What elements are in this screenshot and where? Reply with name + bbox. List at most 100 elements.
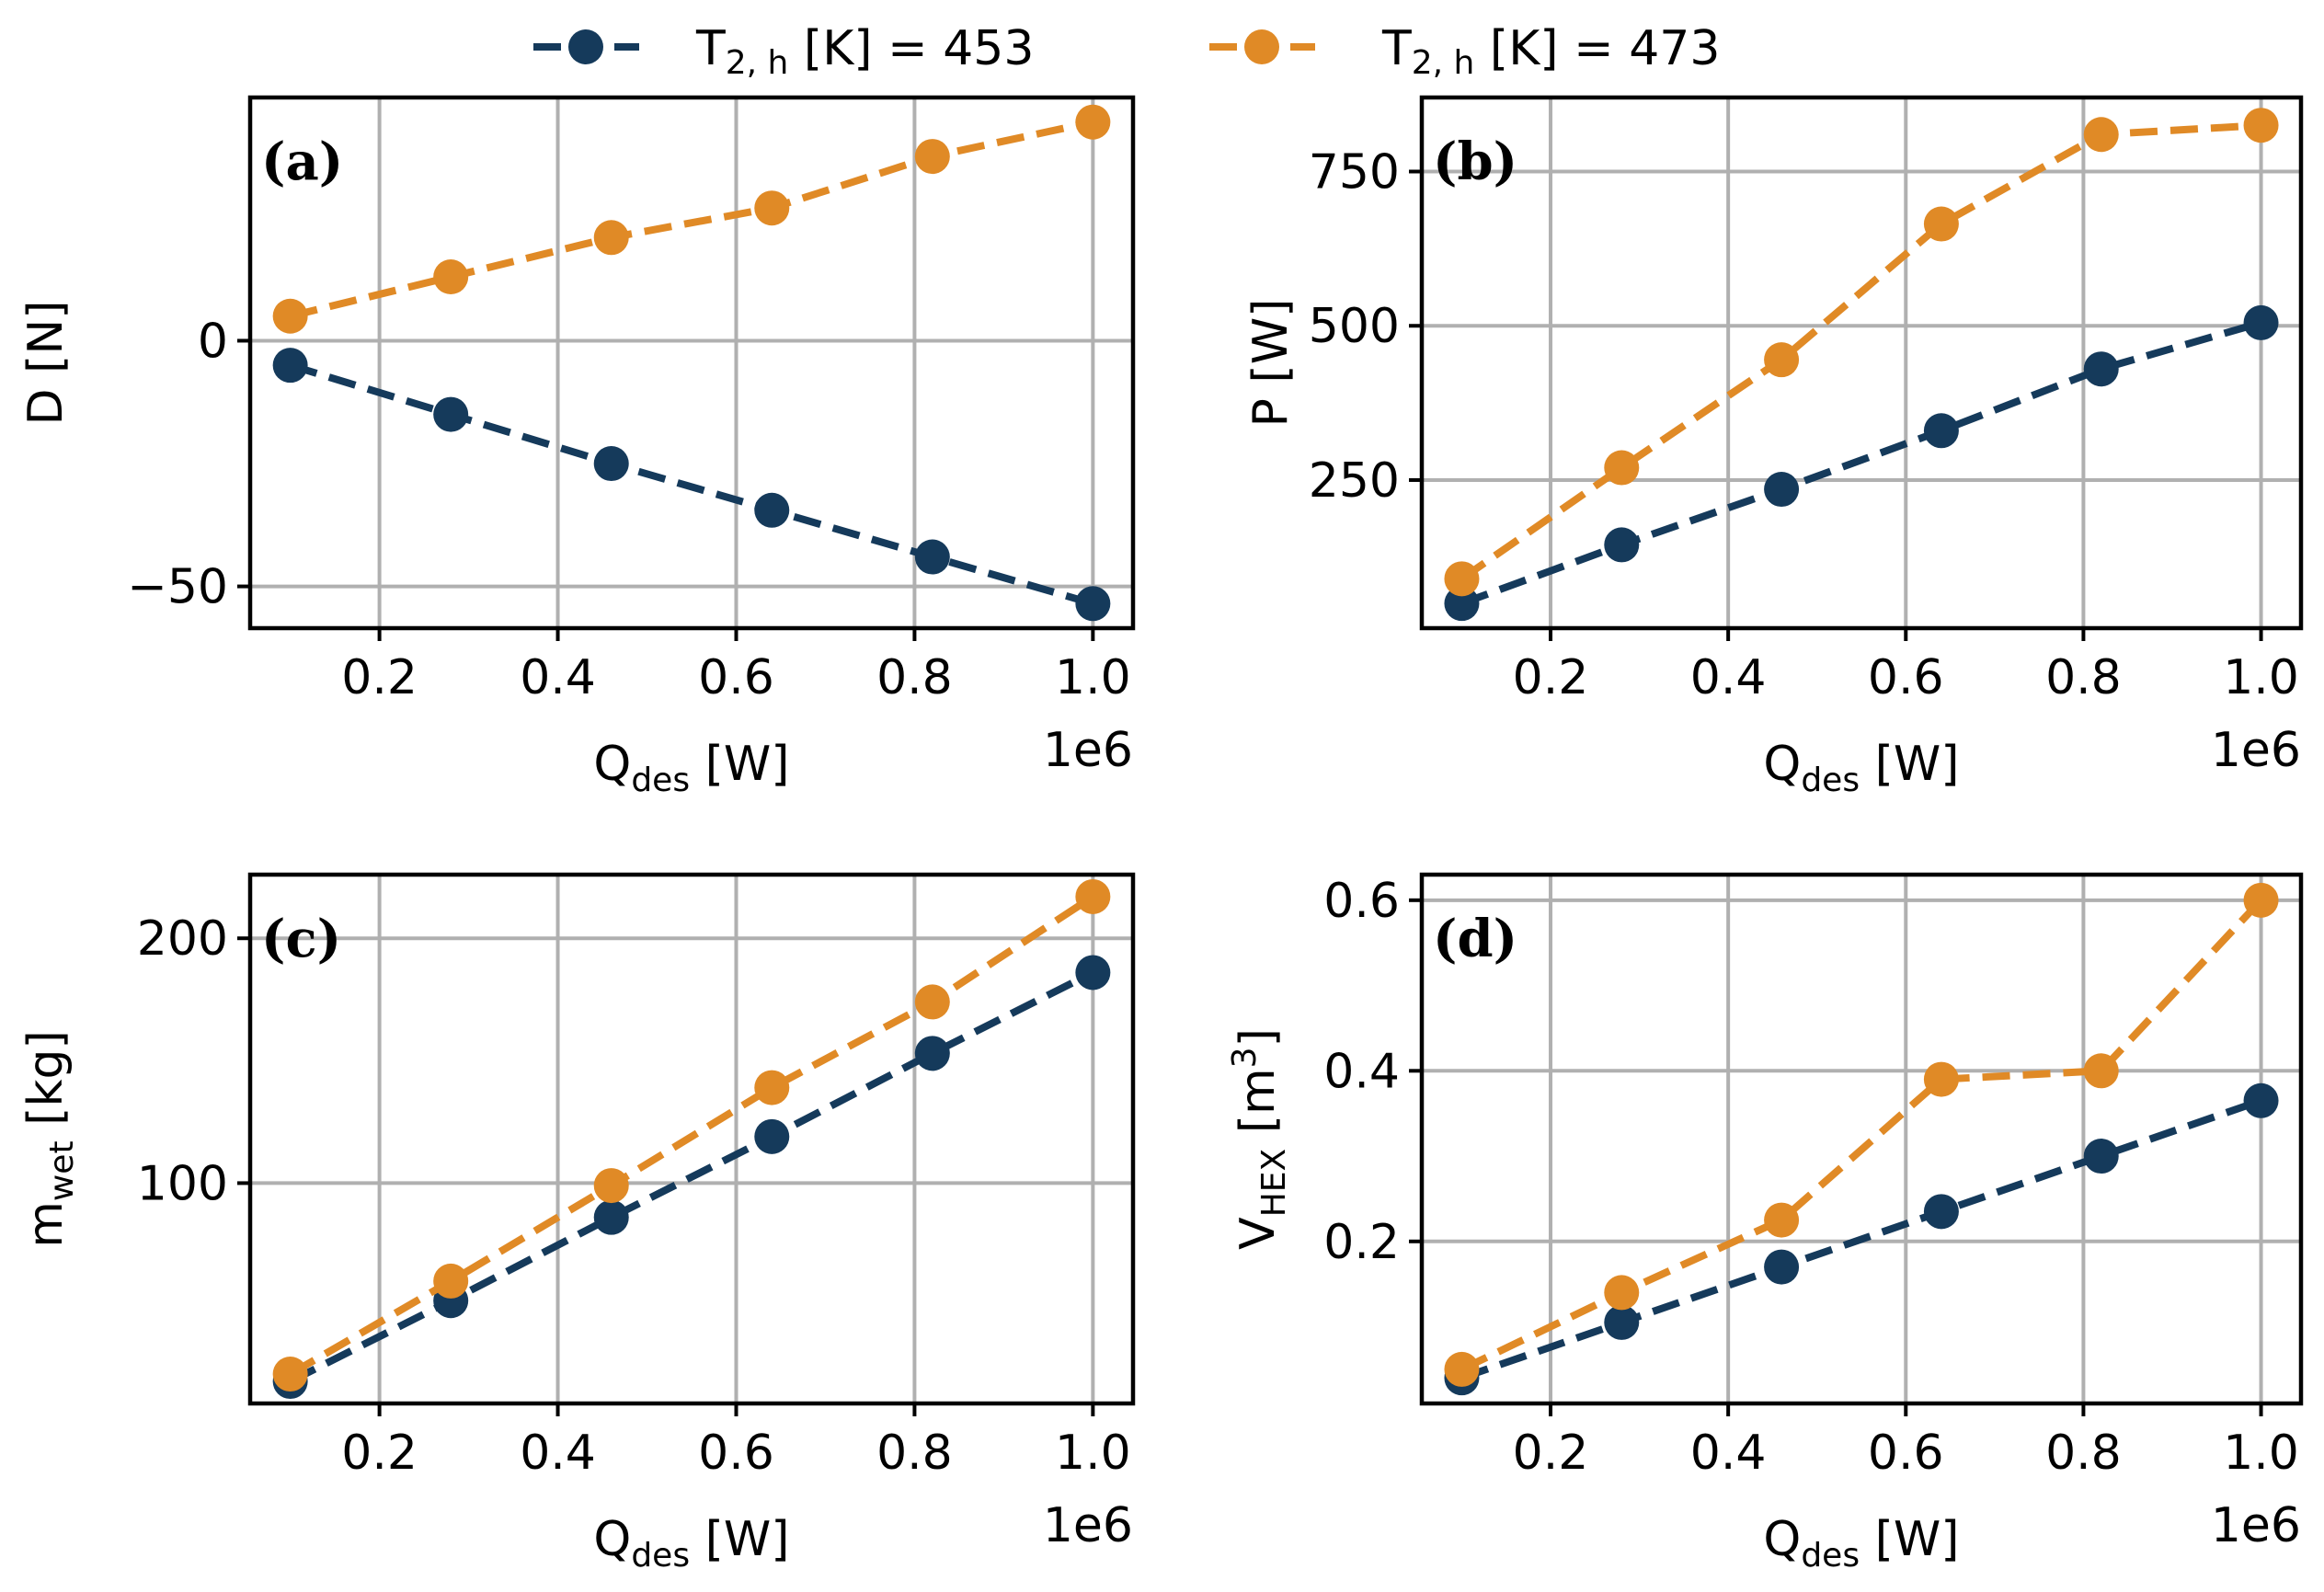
panel-b-xtick-label-1: 0.4 — [1690, 650, 1767, 705]
panel-a-series-0 — [272, 348, 1111, 622]
panel-d: 0.2 0.4 0.6 0.8 1.0 0.2 0.4 0.6 (d) Qdes [W] 1e6 VH… — [1226, 872, 2304, 1575]
panel-d-xlabel: Qdes [W] — [1763, 1512, 1959, 1575]
panel-a-series-0-point-2 — [593, 446, 629, 482]
panel-d-multiplier: 1e6 — [2211, 1498, 2301, 1553]
panel-b-series-1-point-5 — [2243, 108, 2279, 143]
panel-d-xtick-label-4: 1.0 — [2223, 1426, 2299, 1481]
panel-b-xtick-label-3: 0.8 — [2045, 650, 2122, 705]
panel-b-series-0-point-2 — [1764, 472, 1800, 508]
panel-b-series-0 — [1444, 304, 2279, 622]
panel-a-xtick-label-3: 0.8 — [876, 650, 953, 705]
panel-c-xtick-label-3: 0.8 — [876, 1426, 953, 1481]
panel-c-xtick-label-4: 1.0 — [1055, 1426, 1131, 1481]
panel-a-series-1-point-4 — [914, 139, 950, 175]
panel-a-series-0-line — [289, 361, 1094, 608]
panel-b-series-0-line — [1460, 319, 2262, 607]
panel-b-series-1 — [1444, 108, 2279, 597]
legend-marker-453 — [568, 29, 603, 64]
panel-c-series-0-point-4 — [914, 1036, 950, 1071]
legend: T2, h [K] = 453 T2, h [K] = 473 — [533, 21, 1720, 82]
panel-d-series-0-point-5 — [2243, 1082, 2279, 1118]
panel-b-xtick-label-2: 0.6 — [1868, 650, 1944, 705]
panel-b-series-0-point-1 — [1604, 527, 1640, 563]
panel-a-series-1-point-0 — [272, 298, 308, 334]
panel-d-series-0-line — [1460, 1096, 2262, 1381]
panel-d-series-0-point-1 — [1604, 1304, 1640, 1340]
panel-b-xlabel: Qdes [W] — [1763, 737, 1959, 799]
panel-a-series-1-point-3 — [754, 190, 790, 226]
panel-d-series-1 — [1444, 882, 2279, 1387]
legend-marker-473 — [1244, 29, 1279, 64]
panel-a-ytick-label-1: 0 — [198, 314, 228, 369]
panel-b-series-1-point-4 — [2083, 117, 2119, 153]
panel-b-ytick-label-1: 500 — [1309, 299, 1400, 354]
panel-a-xtick-label-1: 0.4 — [520, 650, 596, 705]
panel-a-xtick-label-2: 0.6 — [698, 650, 774, 705]
panel-d-ytick-label-1: 0.4 — [1323, 1044, 1400, 1099]
legend-entry-473: T2, h [K] = 473 — [1209, 21, 1720, 82]
panel-c-series-1-point-1 — [433, 1263, 469, 1299]
panel-d-xtick-label-3: 0.8 — [2045, 1426, 2122, 1481]
panel-d-series-0 — [1444, 1082, 2279, 1396]
panel-c-series-0 — [272, 955, 1111, 1400]
panel-c-series-1-point-3 — [754, 1070, 790, 1105]
panel-c-ytick-label-0: 100 — [137, 1156, 228, 1211]
panel-c-series-0-point-2 — [593, 1199, 629, 1235]
panel-d-series-0-point-4 — [2083, 1139, 2119, 1174]
panel-a-series-0-point-5 — [1075, 586, 1111, 622]
panel-d-series-0-point-2 — [1764, 1249, 1800, 1285]
panel-d-series-1-point-3 — [1923, 1061, 1959, 1097]
panel-a-series-0-point-3 — [754, 492, 790, 528]
panel-c-xtick-label-2: 0.6 — [698, 1426, 774, 1481]
panel-c-series-1-point-5 — [1075, 878, 1111, 914]
panel-b-series-1-point-3 — [1923, 206, 1959, 242]
panel-c-series-0-line — [288, 968, 1095, 1385]
panel-c-series-1-point-0 — [272, 1357, 308, 1392]
panel-b-multiplier: 1e6 — [2211, 723, 2301, 778]
panel-a-series-0-point-4 — [914, 539, 950, 575]
panel-a-series-0-point-1 — [433, 396, 469, 432]
panel-d-ytick-label-0: 0.2 — [1323, 1215, 1400, 1270]
panel-a-ylabel: D [N] — [18, 300, 74, 425]
panel-d-frame — [1419, 872, 2304, 1406]
panel-d-series-1-point-2 — [1764, 1202, 1800, 1238]
panel-b-xtick-label-4: 1.0 — [2223, 650, 2299, 705]
panel-a-multiplier: 1e6 — [1043, 723, 1133, 778]
panel-c-xlabel: Qdes [W] — [593, 1512, 789, 1575]
panel-c-label: (c) — [261, 909, 341, 969]
panel-d-label: (d) — [1433, 909, 1517, 969]
panel-c: 0.2 0.4 0.6 0.8 1.0 100 200 (c) Qdes [W] 1e6 mwet … — [18, 872, 1136, 1575]
legend-entry-453: T2, h [K] = 453 — [533, 21, 1034, 82]
panel-a-series-1-line — [289, 118, 1094, 320]
panel-a-series-1-point-5 — [1075, 104, 1111, 140]
legend-label-453: T2, h [K] = 453 — [695, 21, 1034, 82]
panel-b-series-0-point-4 — [2083, 351, 2119, 387]
panel-c-series-1 — [272, 878, 1111, 1392]
panel-d-series-1-point-0 — [1444, 1351, 1480, 1387]
panel-d-series-1-point-1 — [1604, 1275, 1640, 1311]
panel-a-series-1-point-1 — [433, 259, 469, 295]
panel-c-multiplier: 1e6 — [1043, 1498, 1133, 1553]
panel-a-label: (a) — [261, 132, 343, 192]
panel-d-series-1-line — [1460, 898, 2264, 1373]
panel-b-series-0-point-3 — [1923, 413, 1959, 449]
panel-b-series-0-point-5 — [2243, 304, 2279, 340]
panel-b-series-1-line — [1460, 121, 2261, 582]
panel-d-ytick-label-2: 0.6 — [1323, 874, 1400, 929]
panel-d-xtick-label-0: 0.2 — [1513, 1426, 1589, 1481]
panel-a: 0.2 0.4 0.6 0.8 1.0 −50 0 (a) Qdes [W] 1e6 D [N] — [18, 95, 1136, 799]
panel-d-series-0-point-3 — [1923, 1194, 1959, 1230]
panel-c-xtick-label-0: 0.2 — [341, 1426, 418, 1481]
panel-a-series-0-point-0 — [272, 348, 308, 384]
panel-a-xtick-label-0: 0.2 — [341, 650, 418, 705]
panel-b-ylabel: P [W] — [1243, 299, 1299, 428]
panel-c-series-1-point-2 — [593, 1168, 629, 1204]
panel-c-series-1-line — [288, 893, 1095, 1378]
panel-b-label: (b) — [1433, 132, 1517, 192]
panel-d-ylabel: VHEX [m3] — [1226, 1028, 1293, 1250]
panel-b: 0.2 0.4 0.6 0.8 1.0 250 500 750 (b) Qdes [W] 1e6 P … — [1243, 95, 2304, 799]
legend-label-473: T2, h [K] = 473 — [1381, 21, 1720, 82]
panel-b-series-0-point-0 — [1444, 586, 1480, 622]
